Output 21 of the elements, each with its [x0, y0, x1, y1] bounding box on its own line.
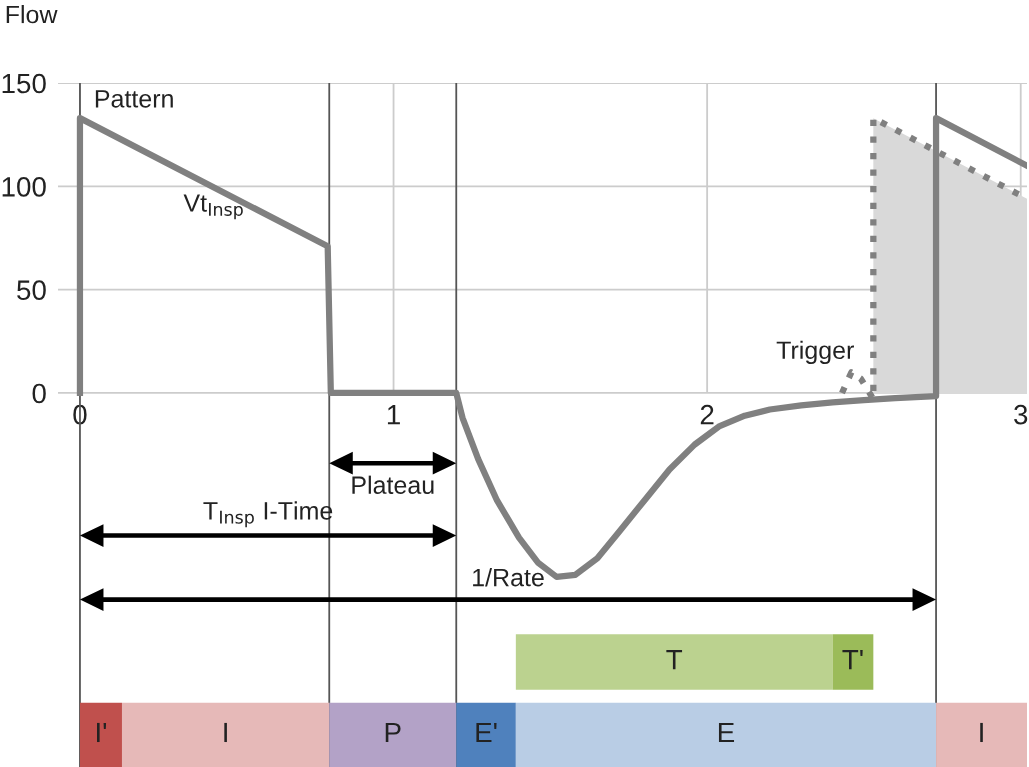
band-label: I [980, 722, 983, 743]
y-tick-label: 50 [17, 280, 46, 300]
y-axis-title: Flow [6, 4, 58, 24]
x-tick-label: 1 [387, 405, 400, 425]
y-tick-label: 100 [2, 176, 46, 197]
band-label: E' [476, 722, 497, 743]
annotation: Vt$_{Insp}$ [183, 194, 243, 220]
x-tick-label: 3 [1014, 404, 1028, 425]
band-label: I [224, 722, 227, 743]
y-tick-label: 0 [32, 383, 46, 404]
annotation: Trigger [776, 340, 854, 365]
band-label: P [385, 722, 401, 743]
band-label: T' [842, 650, 863, 670]
band-label: I' [97, 722, 107, 743]
band-label: E [718, 722, 735, 743]
annotation: 1/Rate [473, 568, 544, 587]
x-tick-label: 2 [700, 404, 714, 425]
y-tick-label: 150 [2, 73, 46, 94]
band-label: T [666, 650, 683, 670]
annotation: Pattern [95, 90, 173, 108]
annotation: Plateau [352, 475, 434, 494]
